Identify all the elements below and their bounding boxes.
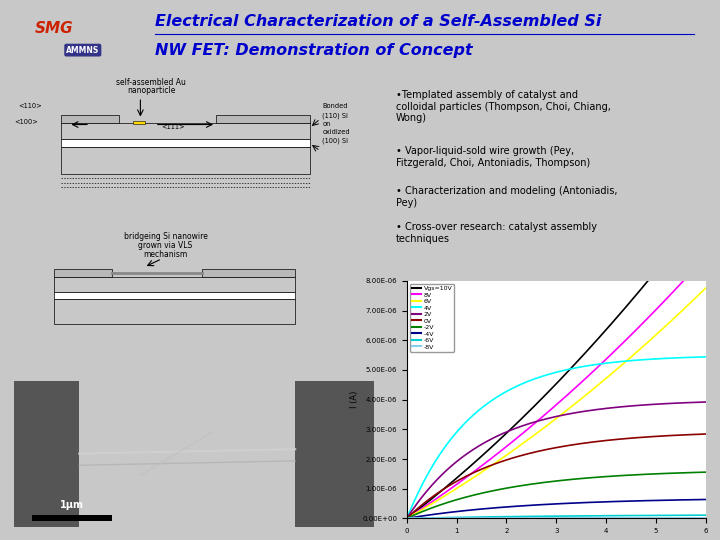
Text: bridgeing Si nanowire: bridgeing Si nanowire <box>124 232 207 241</box>
Bar <box>295 381 374 526</box>
Text: <111>: <111> <box>161 124 184 130</box>
Legend: Vgs=10V, 8V, 6V, 4V, 2V, 0V, -2V, -4V, -6V, -8V: Vgs=10V, 8V, 6V, 4V, 2V, 0V, -2V, -4V, -… <box>410 284 454 352</box>
Text: on: on <box>323 120 330 126</box>
Bar <box>202 269 295 277</box>
Bar <box>61 139 310 147</box>
Bar <box>14 381 79 526</box>
Text: <100>: <100> <box>14 119 38 125</box>
Text: <110>: <110> <box>18 103 42 109</box>
Text: Electrical Characterization of a Self-Assembled Si: Electrical Characterization of a Self-As… <box>156 14 602 29</box>
Text: (100) Si: (100) Si <box>323 138 348 144</box>
Bar <box>61 115 119 123</box>
Text: • Cross-over research: catalyst assembly
techniques: • Cross-over research: catalyst assembly… <box>395 222 597 244</box>
Bar <box>61 147 310 174</box>
Bar <box>54 277 295 292</box>
Text: SMG: SMG <box>35 22 73 37</box>
Bar <box>216 115 310 123</box>
Text: •Templated assembly of catalyst and
colloidal particles (Thompson, Choi, Chiang,: •Templated assembly of catalyst and coll… <box>395 90 611 123</box>
Bar <box>32 515 112 521</box>
Y-axis label: I (A): I (A) <box>351 391 359 408</box>
Text: self-assembled Au: self-assembled Au <box>116 78 186 87</box>
Text: AMMNS: AMMNS <box>66 45 99 55</box>
Text: • Characterization and modeling (Antoniadis,
Pey): • Characterization and modeling (Antonia… <box>395 186 617 208</box>
Bar <box>61 123 310 139</box>
Text: oxidized: oxidized <box>323 129 350 135</box>
Text: mechanism: mechanism <box>143 249 188 259</box>
Bar <box>54 300 295 324</box>
Text: grown via VLS: grown via VLS <box>138 241 193 250</box>
Text: (110) Si: (110) Si <box>323 112 348 119</box>
Text: NW FET: Demonstration of Concept: NW FET: Demonstration of Concept <box>156 43 473 58</box>
Text: Bonded: Bonded <box>323 103 348 109</box>
Text: • Vapor-liquid-sold wire growth (Pey,
Fitzgerald, Choi, Antoniadis, Thompson): • Vapor-liquid-sold wire growth (Pey, Fi… <box>395 146 590 168</box>
Bar <box>54 269 112 277</box>
Text: nanoparticle: nanoparticle <box>127 86 176 95</box>
Bar <box>133 121 145 124</box>
Bar <box>54 292 295 300</box>
Text: 1μm: 1μm <box>60 501 84 510</box>
